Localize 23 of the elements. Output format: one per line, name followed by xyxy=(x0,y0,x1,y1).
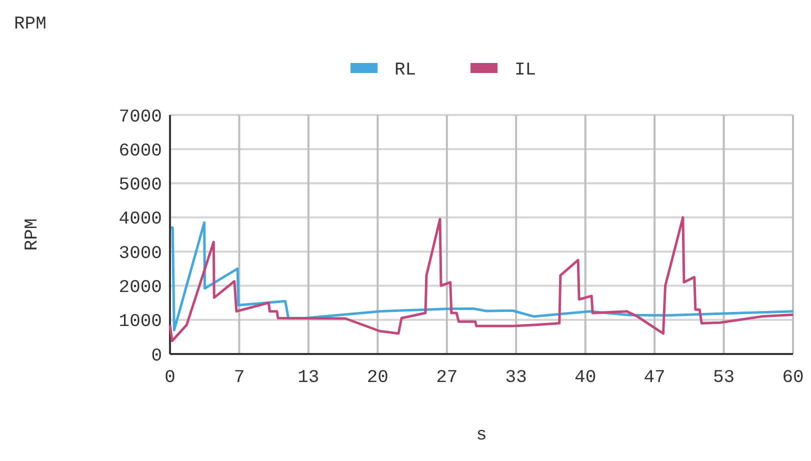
y-tick-label: 0 xyxy=(151,346,162,366)
y-tick-label: 5000 xyxy=(118,176,162,196)
x-tick-label: 33 xyxy=(505,368,527,388)
x-tick-label: 60 xyxy=(782,368,804,388)
y-tick-label: 4000 xyxy=(118,210,162,230)
x-tick-label: 13 xyxy=(298,368,320,388)
y-tick-label: 2000 xyxy=(118,278,162,298)
x-tick-label: 0 xyxy=(164,368,176,388)
y-tick-label: 3000 xyxy=(118,244,162,264)
x-tick-label: 7 xyxy=(234,368,245,388)
x-tick-label: 27 xyxy=(436,368,458,388)
x-tick-label: 47 xyxy=(644,368,666,388)
x-tick-label: 40 xyxy=(574,368,596,388)
y-axis-title: RPM xyxy=(22,218,42,251)
y-tick-label: 6000 xyxy=(118,141,162,162)
y-tick-label: 7000 xyxy=(118,107,162,128)
chart-title: RPM xyxy=(14,14,46,34)
legend-label: IL xyxy=(514,60,536,80)
x-tick-label: 53 xyxy=(712,368,735,388)
legend-label: RL xyxy=(394,60,416,80)
y-tick-label: 1000 xyxy=(118,312,162,332)
x-axis-title: s xyxy=(476,425,487,446)
x-tick-label: 20 xyxy=(366,368,388,388)
